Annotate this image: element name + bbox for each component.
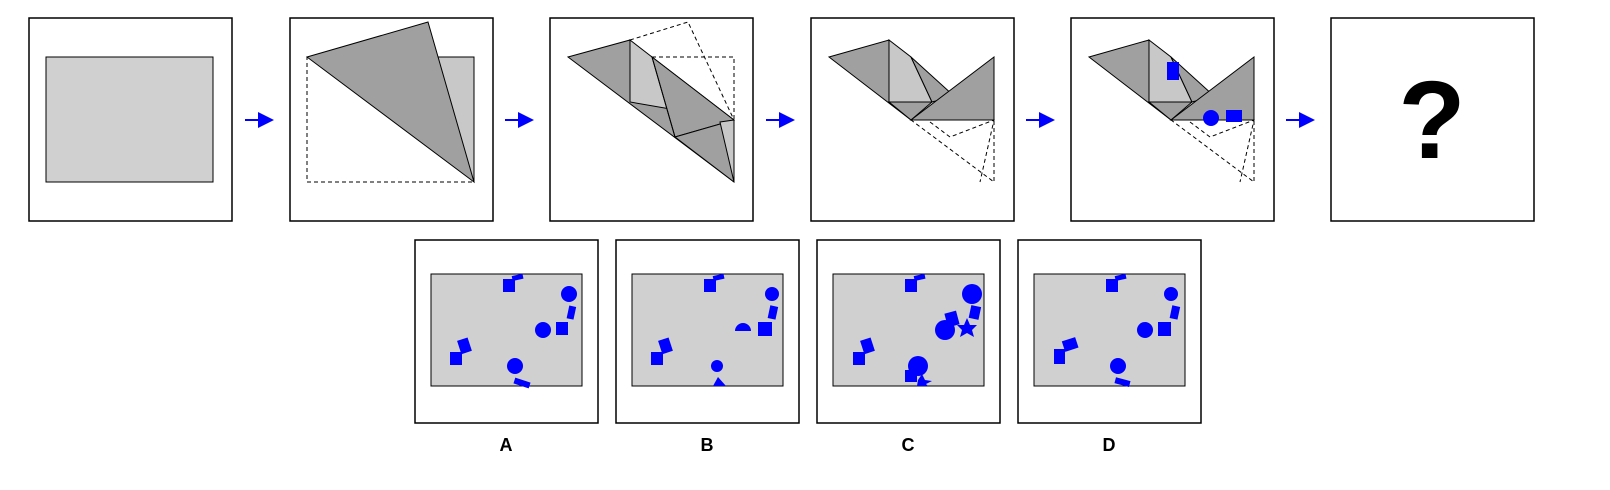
hole-square: [1114, 377, 1131, 387]
option-b[interactable]: B: [615, 239, 800, 455]
previous-outline: [1170, 119, 1255, 183]
hole-circle: [535, 322, 551, 338]
option-c[interactable]: C: [816, 239, 1001, 455]
option-label: B: [701, 435, 714, 455]
paper-sheet: [45, 56, 214, 183]
folded-layer-bottom: [1147, 101, 1194, 121]
option-d[interactable]: D: [1017, 239, 1202, 455]
hole-square: [513, 377, 531, 389]
option-label: C: [902, 435, 915, 455]
folded-flap: [305, 21, 475, 184]
hole-square: [1114, 273, 1127, 281]
hole-square: [450, 352, 462, 365]
hole-triangle: [713, 377, 726, 386]
step-5-panel: [1070, 17, 1275, 222]
step-4-panel: [810, 17, 1015, 222]
hole-square: [704, 279, 716, 292]
hole-half-circle: [735, 323, 751, 331]
hole-circle: [765, 287, 779, 301]
previous-outline: [910, 119, 995, 183]
hole-square: [1169, 305, 1181, 320]
hole-square: [658, 337, 673, 355]
hole-square: [712, 273, 725, 281]
folded-layer-strip: [719, 119, 735, 183]
hole-square: [1158, 322, 1171, 336]
hole-square: [968, 305, 982, 320]
step-2-panel: [289, 17, 494, 222]
punch-square-hole: [1226, 110, 1242, 122]
hole-square: [651, 352, 663, 365]
step-3-panel: [549, 17, 754, 222]
question-panel: ?: [1330, 17, 1535, 222]
hole-star: [917, 374, 932, 386]
original-outline: [306, 56, 475, 183]
option-label: D: [1103, 435, 1116, 455]
hole-square: [1061, 337, 1079, 352]
hole-square: [511, 273, 524, 281]
hole-circle: [1137, 322, 1153, 338]
hole-square: [767, 305, 779, 320]
hole-square: [913, 273, 926, 281]
punch-square-hole: [1167, 62, 1179, 80]
hole-square: [860, 337, 875, 355]
hole-circle: [1164, 287, 1178, 301]
hole-square: [503, 279, 515, 292]
hole-square: [1106, 279, 1118, 292]
option-a[interactable]: A: [414, 239, 599, 455]
folded-flap-up: [909, 55, 995, 121]
option-paper: [631, 273, 784, 387]
punch-circle-hole: [1203, 110, 1219, 126]
hole-star: [957, 318, 977, 337]
hole-circle: [711, 360, 723, 372]
folded-layer-bottom: [887, 101, 934, 121]
hole-circle: [962, 284, 982, 304]
hole-circle: [1110, 358, 1126, 374]
fold-crease: [651, 56, 676, 138]
hole-square: [556, 322, 568, 335]
option-label: A: [500, 435, 513, 455]
hole-square: [1054, 349, 1065, 364]
hole-square: [566, 305, 577, 320]
hole-square: [905, 279, 917, 292]
hole-circle: [935, 320, 955, 340]
step-1-panel: [28, 17, 233, 222]
hole-square: [758, 322, 772, 336]
question-mark: ?: [1398, 59, 1465, 182]
hole-square: [905, 370, 917, 382]
hole-square: [457, 337, 472, 355]
hole-circle: [561, 286, 577, 302]
hole-square: [853, 352, 865, 365]
hole-circle: [507, 358, 523, 374]
